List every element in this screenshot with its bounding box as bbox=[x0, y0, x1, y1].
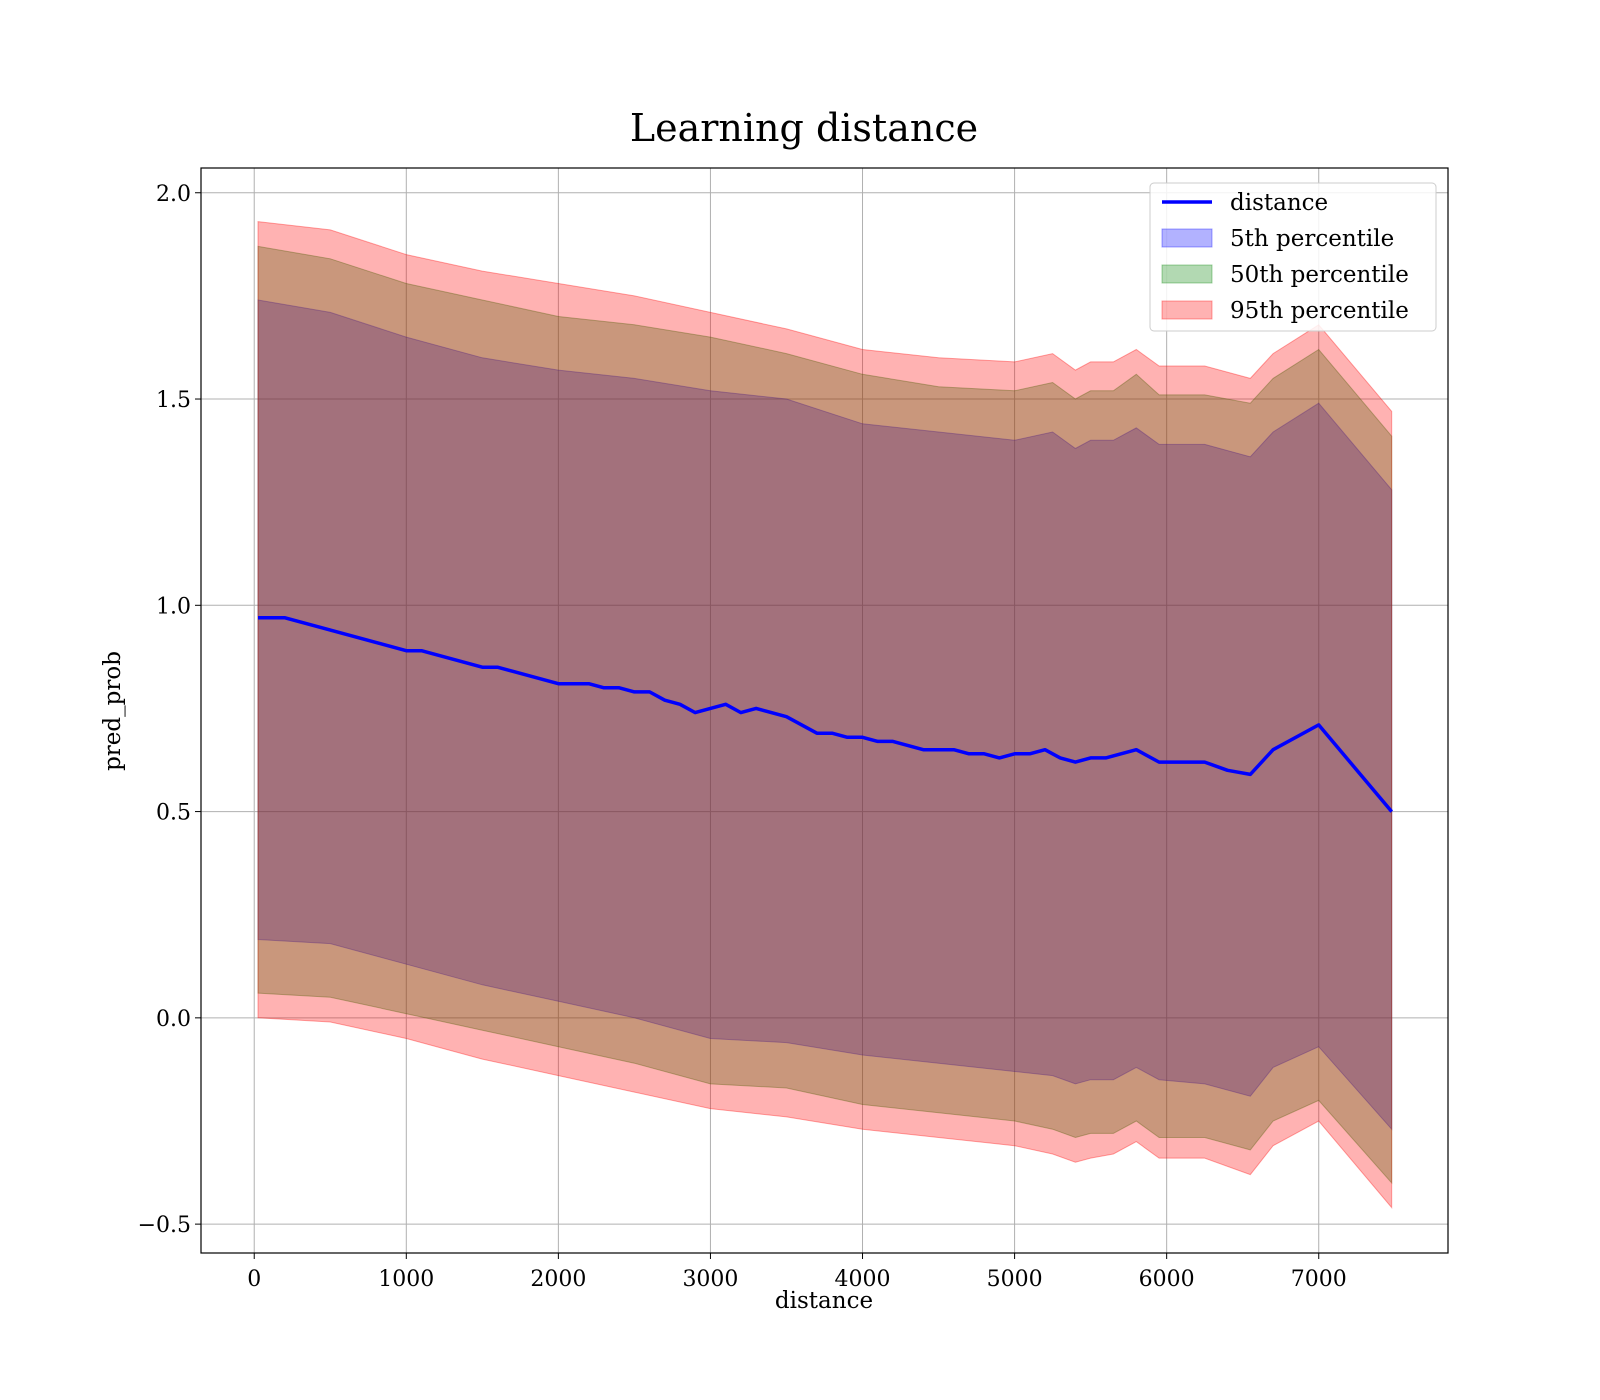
x-tick-label: 4000 bbox=[835, 1267, 891, 1292]
legend: distance 5th percentile 50th percentile 95t… bbox=[1149, 182, 1437, 332]
x-axis-ticks: 0 1000 2000 3000 4000 5000 6000 7000 bbox=[247, 1253, 1347, 1292]
x-tick-label: 2000 bbox=[530, 1267, 586, 1292]
y-axis-ticks: −0.5 0.0 0.5 1.0 1.5 2.0 bbox=[138, 182, 201, 1238]
x-tick-label: 0 bbox=[247, 1267, 261, 1292]
x-axis-label: distance bbox=[775, 1288, 873, 1314]
x-tick-label: 7000 bbox=[1291, 1267, 1347, 1292]
y-tick-label: 0.0 bbox=[156, 1007, 191, 1032]
x-tick-label: 6000 bbox=[1139, 1267, 1195, 1292]
y-tick-label: 2.0 bbox=[156, 182, 191, 207]
band-5th-percentile bbox=[257, 299, 1393, 1131]
distance-line bbox=[258, 615, 1394, 813]
legend-label-50th-percentile: 50th percentile bbox=[1230, 262, 1409, 288]
x-tick-label: 1000 bbox=[378, 1267, 434, 1292]
band-50th-percentile bbox=[257, 245, 1393, 1185]
band-95th-percentile bbox=[257, 221, 1393, 1209]
x-tick-label: 3000 bbox=[682, 1267, 738, 1292]
x-tick-label: 5000 bbox=[987, 1267, 1043, 1292]
legend-swatch-95th-percentile bbox=[1161, 300, 1213, 320]
chart-title: Learning distance bbox=[630, 106, 978, 150]
y-tick-label: −0.5 bbox=[138, 1213, 191, 1238]
legend-box bbox=[1149, 182, 1437, 332]
legend-swatch-5th-percentile bbox=[1161, 228, 1213, 248]
y-tick-label: 1.5 bbox=[156, 388, 191, 413]
y-axis-label: pred_prob bbox=[100, 651, 126, 771]
legend-swatch-50th-percentile bbox=[1161, 264, 1213, 284]
y-tick-label: 0.5 bbox=[156, 801, 191, 826]
plot-frame bbox=[200, 167, 1449, 1254]
y-tick-label: 1.0 bbox=[156, 594, 191, 619]
percentile-bands bbox=[257, 221, 1393, 1209]
legend-label-distance: distance bbox=[1230, 190, 1328, 216]
distance-series bbox=[258, 615, 1394, 813]
legend-label-95th-percentile: 95th percentile bbox=[1230, 298, 1409, 324]
legend-label-5th-percentile: 5th percentile bbox=[1230, 226, 1394, 252]
